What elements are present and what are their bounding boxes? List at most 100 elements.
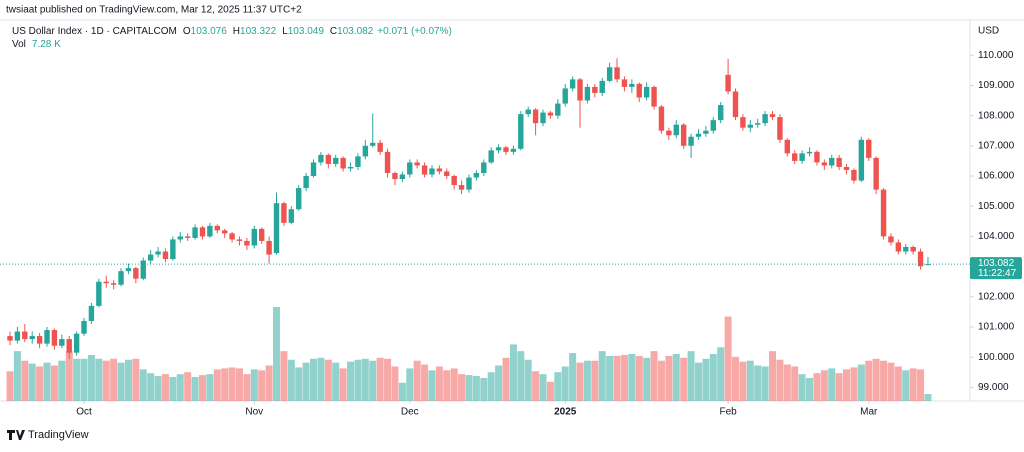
volume-bar — [709, 354, 717, 401]
candle-body — [192, 227, 198, 238]
candle-body — [843, 166, 850, 170]
volume-bar — [406, 368, 414, 401]
volume-bar — [487, 372, 495, 401]
candle-body — [318, 154, 324, 163]
candle-body — [377, 142, 383, 152]
volume-bar — [687, 351, 695, 401]
volume-bar — [132, 358, 140, 401]
candle-body — [177, 236, 183, 240]
volume-bar — [776, 359, 784, 401]
candle-body — [229, 233, 235, 240]
volume-bar — [843, 369, 851, 401]
volume-bar — [73, 358, 81, 401]
volume-bar — [746, 360, 754, 401]
candle-body — [725, 74, 731, 92]
volume-bar — [287, 359, 295, 401]
volume-bar — [680, 357, 688, 401]
y-tick-label: 105.000 — [978, 201, 1015, 212]
candle-body — [66, 339, 72, 353]
volume-bar — [13, 351, 21, 401]
volume-bar — [147, 373, 155, 401]
candle-body — [895, 242, 902, 252]
candle-body — [414, 162, 420, 166]
x-tick-label: Feb — [719, 407, 737, 418]
candle-body — [310, 162, 317, 177]
candle-body — [355, 156, 361, 167]
candle-body — [525, 109, 531, 115]
volume-bar — [65, 351, 73, 401]
candle-body — [747, 124, 753, 128]
volume-bar — [243, 374, 251, 401]
volume-bar — [813, 373, 821, 401]
volume-bar — [280, 351, 288, 401]
candle-body — [866, 139, 872, 158]
candle-body — [88, 305, 95, 321]
candle-body — [451, 176, 457, 186]
candle-body — [673, 124, 679, 136]
volume-bar — [169, 377, 177, 401]
volume-bar — [665, 355, 673, 401]
candle-body — [399, 174, 406, 180]
x-tick-label: 2025 — [554, 407, 577, 418]
volume-bar — [731, 356, 739, 401]
candle-body — [147, 254, 154, 261]
volume-bar — [124, 359, 132, 401]
candle-body — [547, 112, 554, 116]
candle-body — [688, 136, 694, 146]
volume-bar — [28, 363, 36, 401]
volume-bar — [87, 354, 95, 401]
candle-body — [199, 227, 206, 237]
volume-bar — [495, 365, 503, 401]
candle-body — [429, 168, 435, 175]
candle-body — [888, 236, 894, 243]
volume-bar — [161, 374, 169, 401]
volume-bar — [310, 358, 318, 401]
volume-bar — [524, 359, 532, 401]
candle-body — [784, 139, 791, 154]
volume-bar — [769, 351, 777, 401]
volume-bar — [154, 376, 162, 401]
volume-bar — [606, 355, 614, 401]
volume-bar — [324, 359, 332, 401]
volume-bar — [739, 361, 747, 401]
volume-bar — [102, 360, 110, 401]
volume-bar — [583, 360, 591, 401]
volume-bar — [880, 360, 888, 401]
legend-key: C — [330, 26, 337, 37]
volume-bar — [384, 358, 392, 401]
candle-body — [621, 79, 628, 87]
candle-body — [140, 260, 146, 279]
volume-bar — [613, 355, 621, 401]
candle-body — [118, 271, 124, 285]
volume-bar — [539, 374, 547, 401]
candle-body — [740, 117, 746, 128]
candle-body — [643, 86, 650, 98]
volume-bar — [465, 375, 473, 401]
candle-body — [680, 124, 687, 146]
candle-body — [444, 171, 450, 177]
y-tick-label: 102.000 — [978, 291, 1015, 302]
countdown: 11:22:47 — [978, 268, 1017, 279]
volume-bar — [339, 368, 347, 401]
candle-body — [836, 157, 842, 167]
volume-bar — [569, 353, 577, 401]
volume-bar — [43, 362, 51, 401]
candle-body — [829, 157, 835, 166]
candle-body — [36, 336, 43, 344]
volume-key: Vol — [12, 39, 26, 50]
volume-bar — [361, 358, 369, 401]
brand-logo — [7, 430, 25, 440]
volume-bar — [250, 369, 258, 401]
candle-body — [555, 103, 561, 116]
volume-bar — [480, 377, 488, 401]
volume-bar — [117, 362, 125, 401]
candle-body — [14, 331, 21, 341]
candle-body — [296, 188, 302, 210]
volume-bar — [421, 364, 429, 401]
candle-body — [281, 203, 287, 223]
candle-body — [325, 154, 332, 164]
volume-bar — [820, 370, 828, 401]
candle-body — [806, 151, 813, 154]
candle-body — [606, 67, 613, 81]
